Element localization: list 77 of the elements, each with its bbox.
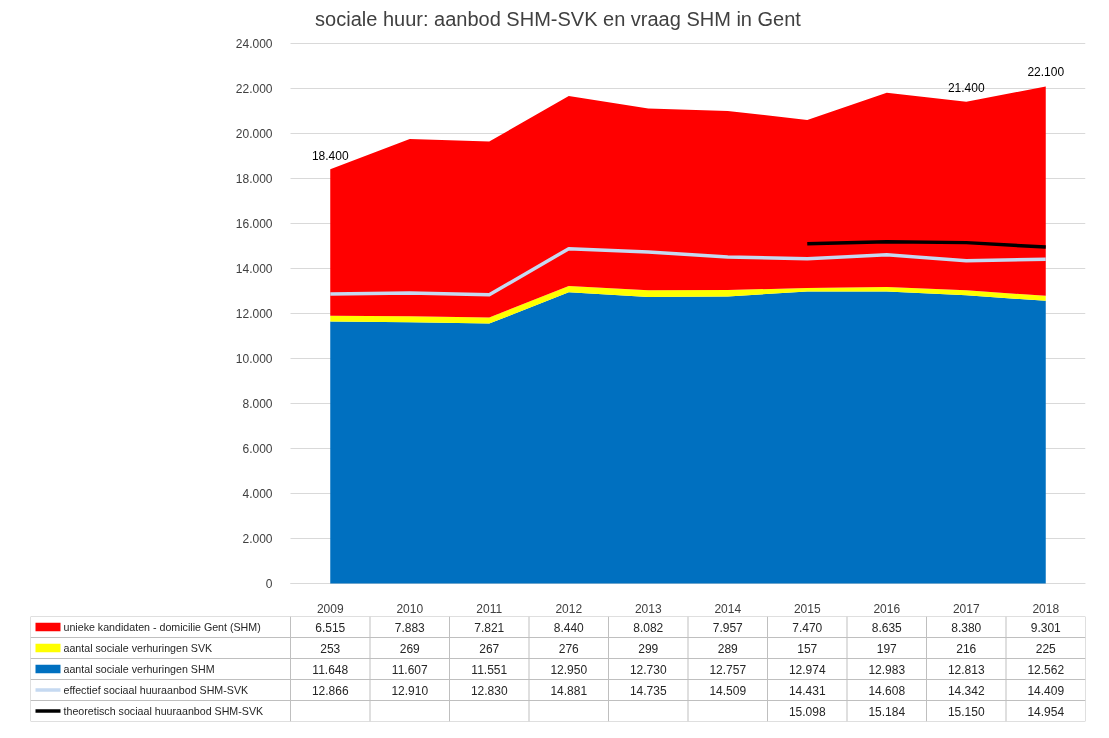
data-label: 12.910 [391, 683, 429, 698]
legend-label: aantal sociale verhuringen SVK [63, 642, 213, 654]
y-tick-label: 12.000 [235, 307, 273, 321]
y-tick-label: 10.000 [235, 352, 273, 366]
legend-label: aantal sociale verhuringen SHM [63, 663, 215, 675]
data-label: 12.813 [947, 662, 985, 677]
data-label: 289 [717, 641, 739, 656]
data-label: 276 [558, 641, 580, 656]
legend-label: theoretisch sociaal huuraanbod SHM-SVK [63, 705, 264, 717]
data-label: 8.380 [951, 620, 982, 635]
data-label: 12.562 [1027, 662, 1065, 677]
x-tick-label: 2015 [793, 601, 821, 616]
data-label: 8.440 [553, 620, 585, 635]
data-label: 12.830 [470, 683, 508, 698]
data-label: 14.608 [868, 683, 906, 698]
data-label: 269 [399, 641, 421, 656]
data-label: 7.470 [792, 620, 823, 635]
annotation: 22.100 [1027, 65, 1065, 80]
y-tick-label: 24.000 [235, 37, 273, 51]
data-label: 11.551 [471, 662, 508, 677]
data-label: 6.515 [315, 620, 346, 635]
data-label: 225 [1035, 641, 1057, 656]
data-label: 14.409 [1027, 683, 1065, 698]
y-tick-label: 6.000 [242, 442, 273, 456]
y-tick-label: 20.000 [235, 127, 273, 141]
y-tick-label: 0 [265, 577, 273, 591]
data-label: 7.821 [474, 620, 505, 635]
data-label: 14.431 [788, 683, 826, 698]
annotation: 21.400 [947, 81, 985, 95]
data-label: 11.607 [391, 662, 428, 677]
data-label: 7.883 [394, 620, 426, 635]
data-label: 14.509 [709, 683, 747, 698]
data-label: 14.954 [1027, 704, 1065, 719]
y-tick-label: 2.000 [242, 532, 273, 546]
data-label: 299 [638, 641, 659, 656]
line-series [328, 246, 1048, 297]
data-label: 8.082 [633, 620, 664, 635]
data-label: 12.950 [550, 662, 588, 677]
legend-label: unieke kandidaten - domicilie Gent (SHM) [63, 621, 261, 633]
data-label: 8.635 [871, 620, 903, 635]
data-label: 7.957 [712, 620, 744, 635]
x-tick-label: 2011 [476, 601, 503, 616]
x-tick-label: 2014 [714, 601, 742, 616]
data-label: 15.150 [947, 704, 985, 719]
chart-title: sociale huur: aanbod SHM-SVK en vraag SHM in Gent [315, 7, 802, 30]
data-label: 11.648 [312, 662, 349, 677]
y-tick-label: 8.000 [242, 397, 273, 411]
y-tick-label: 4.000 [242, 487, 273, 501]
annotation: 18.400 [311, 148, 349, 163]
data-label: 14.342 [947, 683, 985, 698]
y-tick-label: 16.000 [235, 217, 273, 231]
x-tick-label: 2010 [396, 601, 424, 616]
y-tick-label: 18.000 [235, 172, 273, 186]
x-tick-label: 2017 [952, 601, 980, 616]
data-label: 15.184 [868, 704, 906, 719]
data-label: 197 [876, 641, 898, 656]
data-label: 12.757 [709, 662, 747, 677]
y-tick-label: 14.000 [235, 262, 273, 276]
data-label: 14.735 [629, 683, 667, 698]
x-tick-label: 2013 [634, 601, 662, 616]
y-tick-label: 22.000 [235, 82, 273, 96]
data-label: 15.098 [788, 704, 826, 719]
x-tick-label: 2018 [1032, 601, 1060, 616]
data-label: 12.983 [868, 662, 906, 677]
data-label: 12.866 [311, 683, 349, 698]
data-label: 267 [479, 641, 500, 656]
legend-label: effectief sociaal huuraanbod SHM-SVK [63, 684, 249, 696]
data-label: 9.301 [1030, 620, 1062, 635]
x-tick-label: 2012 [555, 601, 583, 616]
data-label: 12.974 [788, 662, 826, 677]
x-tick-label: 2016 [873, 601, 901, 616]
data-label: 12.730 [629, 662, 667, 677]
x-tick-label: 2009 [316, 601, 344, 616]
data-label: 14.881 [550, 683, 588, 698]
data-label: 253 [320, 641, 341, 656]
data-label: 157 [797, 641, 818, 656]
data-label: 216 [956, 641, 977, 656]
